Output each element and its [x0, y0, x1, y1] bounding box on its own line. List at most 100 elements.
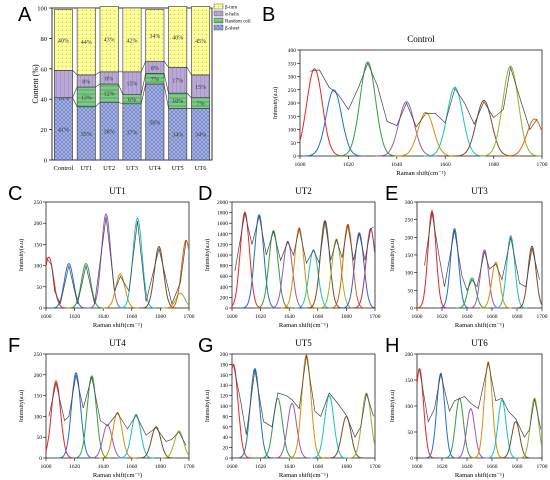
legend-entry: β-sheet	[225, 27, 240, 32]
fitted-peak	[456, 277, 488, 309]
x-tick-label: 1660	[440, 162, 451, 168]
fitted-peak	[167, 239, 190, 309]
connector-line	[72, 70, 78, 76]
fitted-peak	[231, 363, 252, 459]
raman-chart-ut6: UT6 1600 1620 1640 1660 1680 1700 0 50 100 150 200 R…	[389, 338, 548, 479]
fitted-peak	[394, 111, 457, 157]
y-tick-label: 120	[220, 394, 229, 400]
legend-swatch	[213, 17, 224, 24]
fitted-peak	[341, 232, 375, 309]
y-tick-label: 100	[405, 271, 414, 277]
bar-value-label: 37%	[127, 130, 138, 136]
x-tick-label: 1620	[255, 464, 266, 470]
y-tick-label: 250	[405, 218, 414, 224]
plot-frame	[45, 201, 190, 309]
y-tick-label: 100	[34, 264, 43, 270]
fitted-peak	[472, 361, 505, 459]
x-tick-label: 1680	[512, 464, 523, 470]
panel-letter-a: A	[18, 4, 32, 26]
x-tick-label: 1680	[488, 162, 499, 168]
panel-h-ut6-spectrum: UT6 1600 1620 1640 1660 1680 1700 0 50 100 150 200 R…	[385, 332, 550, 480]
legend-swatch	[213, 24, 224, 31]
bar-value-label: 38%	[104, 130, 115, 136]
panel-letter-c: C	[8, 183, 23, 205]
x-axis-label: Raman shift(cm⁻¹)	[279, 322, 328, 329]
fitted-peak	[438, 228, 471, 309]
panel-a-stacked-bar-chart: 0 20 40 60 80 100 Content (%) 41% 18% 40% Control 3…	[0, 0, 251, 180]
spectrum-envelope	[233, 354, 374, 439]
bar-value-label: 10%	[172, 99, 183, 105]
connector-line	[95, 102, 101, 108]
x-tick-label: 1700	[184, 464, 195, 470]
bar-segment	[53, 70, 73, 98]
panel-f-ut4-spectrum: UT4 1600 1620 1640 1660 1680 1700 0 50 100 150 200 2…	[14, 332, 197, 480]
y-tick-label: 50	[408, 288, 414, 294]
x-tick-label: Control	[53, 165, 73, 172]
x-tick-label: 1620	[69, 464, 80, 470]
y-axis-label: Intensity(a.u)	[389, 390, 396, 422]
fitted-peak	[306, 220, 344, 309]
y-tick-label: 250	[34, 352, 43, 358]
x-tick-label: 1680	[155, 464, 166, 470]
bar-value-label: 13%	[81, 95, 92, 101]
fitted-peak	[269, 240, 306, 309]
fitted-peak	[336, 61, 399, 157]
y-tick-label: 0	[39, 306, 42, 312]
bar-value-label: 34%	[172, 133, 183, 139]
fitted-peak	[137, 426, 175, 459]
y-tick-label: 300	[288, 75, 297, 81]
legend-swatch	[213, 10, 224, 17]
fitted-peak	[494, 235, 527, 309]
bar-value-label: 40%	[172, 35, 183, 41]
y-tick-label: 0	[44, 158, 47, 165]
x-tick-label: 1700	[370, 464, 381, 470]
bar-value-label: 7%	[151, 77, 159, 83]
x-tick-label: 1660	[487, 314, 498, 320]
y-tick-label: 20	[41, 127, 48, 134]
chart-title: UT5	[295, 338, 312, 348]
fitted-peak	[486, 399, 518, 459]
fitted-peak	[280, 226, 318, 309]
fitted-peak	[231, 211, 263, 309]
y-tick-label: 100	[34, 414, 43, 420]
x-tick-label: UT4	[149, 165, 162, 172]
bar-value-label: 18%	[58, 96, 69, 102]
fitted-peak	[479, 261, 512, 309]
y-tick-label: 150	[405, 253, 414, 259]
y-tick-label: 200	[220, 295, 229, 301]
y-tick-label: 0	[39, 456, 42, 462]
panel-d-ut2-spectrum: UT2 1600 1620 1640 1660 1680 1700 0 200 400 600 800…	[200, 180, 383, 330]
spectrum-envelope	[234, 213, 374, 271]
y-tick-label: 200	[288, 101, 297, 107]
raman-chart-ut4: UT4 1600 1620 1640 1660 1680 1700 0 50 100 150 200 2…	[18, 338, 195, 479]
fitted-peak	[516, 245, 543, 309]
fitted-peak	[452, 99, 515, 157]
y-tick-label: 80	[41, 36, 48, 43]
fitted-peak	[348, 392, 376, 459]
bar-segment	[76, 7, 96, 76]
y-tick-label: 40	[223, 435, 229, 441]
y-tick-label: 100	[405, 404, 414, 410]
fitted-peak	[240, 214, 278, 309]
y-axis-label: Intensity(a.u)	[18, 390, 25, 422]
plot-frame	[416, 201, 543, 309]
x-tick-label: 1600	[41, 464, 52, 470]
plot-frame	[416, 353, 543, 459]
bar-value-label: 42%	[127, 38, 138, 44]
fitted-peak	[57, 372, 95, 459]
y-tick-label: 40	[41, 97, 48, 104]
spectrum-envelope	[309, 62, 538, 131]
bar-value-label: 44%	[81, 40, 92, 46]
bar-value-label: 7%	[197, 102, 205, 108]
y-tick-label: 150	[34, 394, 43, 400]
y-tick-label: 60	[41, 66, 48, 73]
x-tick-label: UT3	[126, 165, 138, 172]
fitted-peak	[479, 65, 542, 157]
y-tick-label: 600	[220, 274, 229, 280]
bar-value-label: 15%	[127, 82, 138, 88]
fitted-peak	[328, 415, 365, 459]
fitted-peak	[423, 86, 486, 157]
y-tick-label: 1200	[217, 242, 228, 248]
connector-line	[140, 73, 147, 95]
panel-e-ut3-spectrum: UT3 1600 1620 1640 1660 1680 1700 0 50 100 150 200 2…	[385, 180, 550, 330]
